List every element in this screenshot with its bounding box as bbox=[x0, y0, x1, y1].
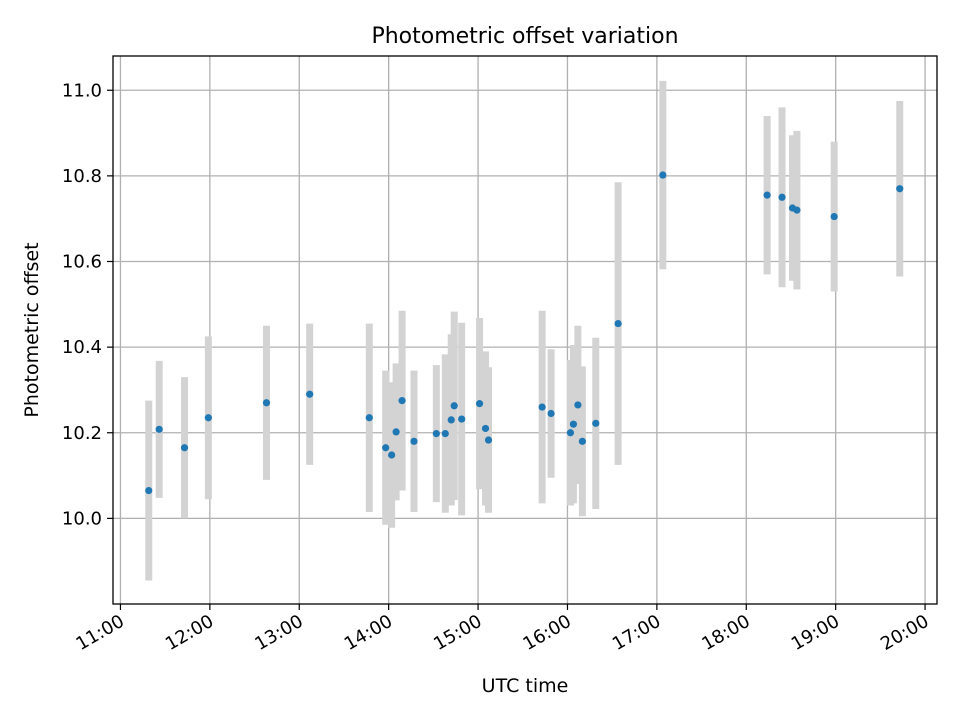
data-point bbox=[592, 419, 600, 427]
data-point bbox=[204, 414, 212, 422]
y-tick-label: 10.4 bbox=[62, 337, 102, 358]
data-point bbox=[475, 400, 484, 408]
data-point bbox=[145, 486, 153, 495]
data-point bbox=[410, 437, 418, 445]
data-point bbox=[896, 185, 904, 193]
data-point bbox=[432, 430, 440, 438]
data-point bbox=[262, 399, 271, 407]
data-point bbox=[365, 414, 373, 422]
data-point bbox=[392, 428, 400, 436]
data-point bbox=[793, 206, 801, 214]
data-points bbox=[145, 171, 904, 495]
y-tick-label: 10.0 bbox=[62, 508, 102, 529]
data-point bbox=[566, 429, 575, 437]
data-point bbox=[569, 420, 578, 428]
data-point bbox=[578, 437, 586, 445]
data-point bbox=[659, 171, 667, 179]
data-point bbox=[306, 390, 314, 398]
y-tick-label: 10.6 bbox=[62, 252, 102, 273]
data-point bbox=[484, 436, 493, 444]
data-point bbox=[180, 444, 189, 452]
plot-frame bbox=[112, 55, 938, 605]
y-tick-label: 11.0 bbox=[62, 80, 102, 101]
data-point bbox=[155, 425, 163, 433]
data-point bbox=[547, 409, 555, 418]
x-axis-label: UTC time bbox=[482, 675, 569, 697]
data-point bbox=[447, 416, 455, 424]
data-point bbox=[538, 403, 546, 411]
data-point bbox=[441, 430, 449, 438]
data-point bbox=[388, 451, 396, 459]
y-tick-label: 10.8 bbox=[62, 166, 102, 187]
data-point bbox=[450, 402, 458, 410]
data-point bbox=[382, 444, 390, 452]
data-point bbox=[778, 193, 786, 201]
data-point bbox=[574, 401, 582, 409]
y-axis-label: Photometric offset bbox=[21, 242, 43, 417]
data-point bbox=[398, 397, 406, 405]
data-point bbox=[481, 424, 490, 433]
data-point bbox=[763, 191, 771, 199]
data-point bbox=[614, 319, 622, 328]
data-point bbox=[458, 415, 466, 423]
y-tick-label: 10.2 bbox=[62, 423, 102, 444]
y-axis: 10.0 10.2 10.4 10.6 10.8 11.0 bbox=[62, 80, 113, 529]
chart-title: Photometric offset variation bbox=[371, 24, 678, 49]
data-point bbox=[830, 212, 838, 221]
